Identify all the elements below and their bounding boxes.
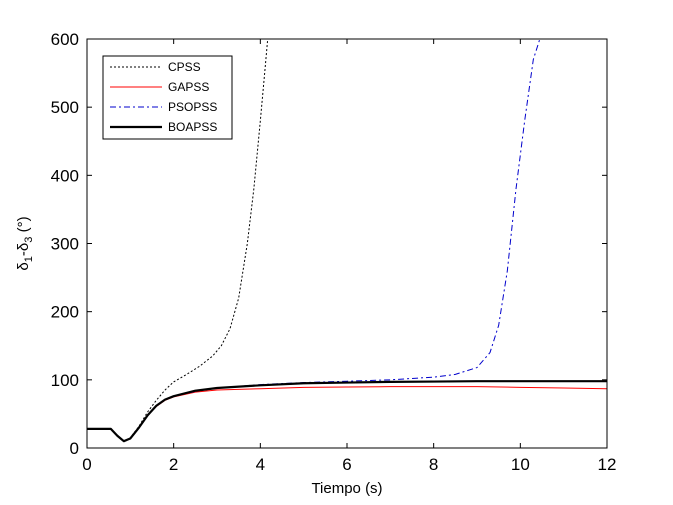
y-axis-label-delta3: -δ: [15, 243, 32, 256]
legend: CPSS GAPSS PSOPSS BOAPSS: [102, 55, 233, 140]
legend-label: CPSS: [168, 60, 201, 74]
legend-item-cpss: CPSS: [110, 60, 201, 74]
x-tick-label: 10: [511, 455, 530, 474]
y-axis-label-sub1: 1: [23, 256, 35, 262]
y-tick-label: 600: [51, 30, 79, 49]
series-layer: [87, 39, 607, 443]
legend-item-gapss: GAPSS: [110, 80, 209, 94]
y-axis-label-sub3: 3: [23, 237, 35, 243]
legend-label: BOAPSS: [168, 120, 217, 134]
y-tick-label: 500: [51, 98, 79, 117]
y-axis-label-delta1: δ: [15, 262, 32, 270]
y-tick-label: 300: [51, 235, 79, 254]
x-tick-label: 12: [598, 455, 617, 474]
x-tick-label: 0: [82, 455, 91, 474]
y-tick-label: 200: [51, 303, 79, 322]
y-tick-label: 0: [70, 439, 79, 458]
x-tick-label: 8: [429, 455, 438, 474]
y-tick-label: 100: [51, 371, 79, 390]
x-tick-label: 4: [256, 455, 265, 474]
legend-item-psopss: PSOPSS: [110, 100, 217, 114]
x-tick-label: 2: [169, 455, 178, 474]
legend-entries: CPSS GAPSS PSOPSS BOAPSS: [110, 60, 217, 134]
y-axis-label-unit: (°): [15, 216, 32, 236]
y-tick-label: 400: [51, 166, 79, 185]
series-line-boapss: [87, 380, 607, 443]
y-axis-label: δ1-δ3 (°): [15, 216, 35, 270]
legend-item-boapss: BOAPSS: [110, 120, 217, 134]
legend-box: [102, 55, 233, 140]
ticks-layer: [86, 38, 608, 449]
x-tick-label: 6: [342, 455, 351, 474]
tick-labels-layer: 0 2 4 6 8 10 12 0 100 200 300 400 500 600: [51, 30, 617, 474]
legend-label: PSOPSS: [168, 100, 217, 114]
x-axis-label: Tiempo (s): [311, 480, 382, 497]
legend-label: GAPSS: [168, 80, 209, 94]
